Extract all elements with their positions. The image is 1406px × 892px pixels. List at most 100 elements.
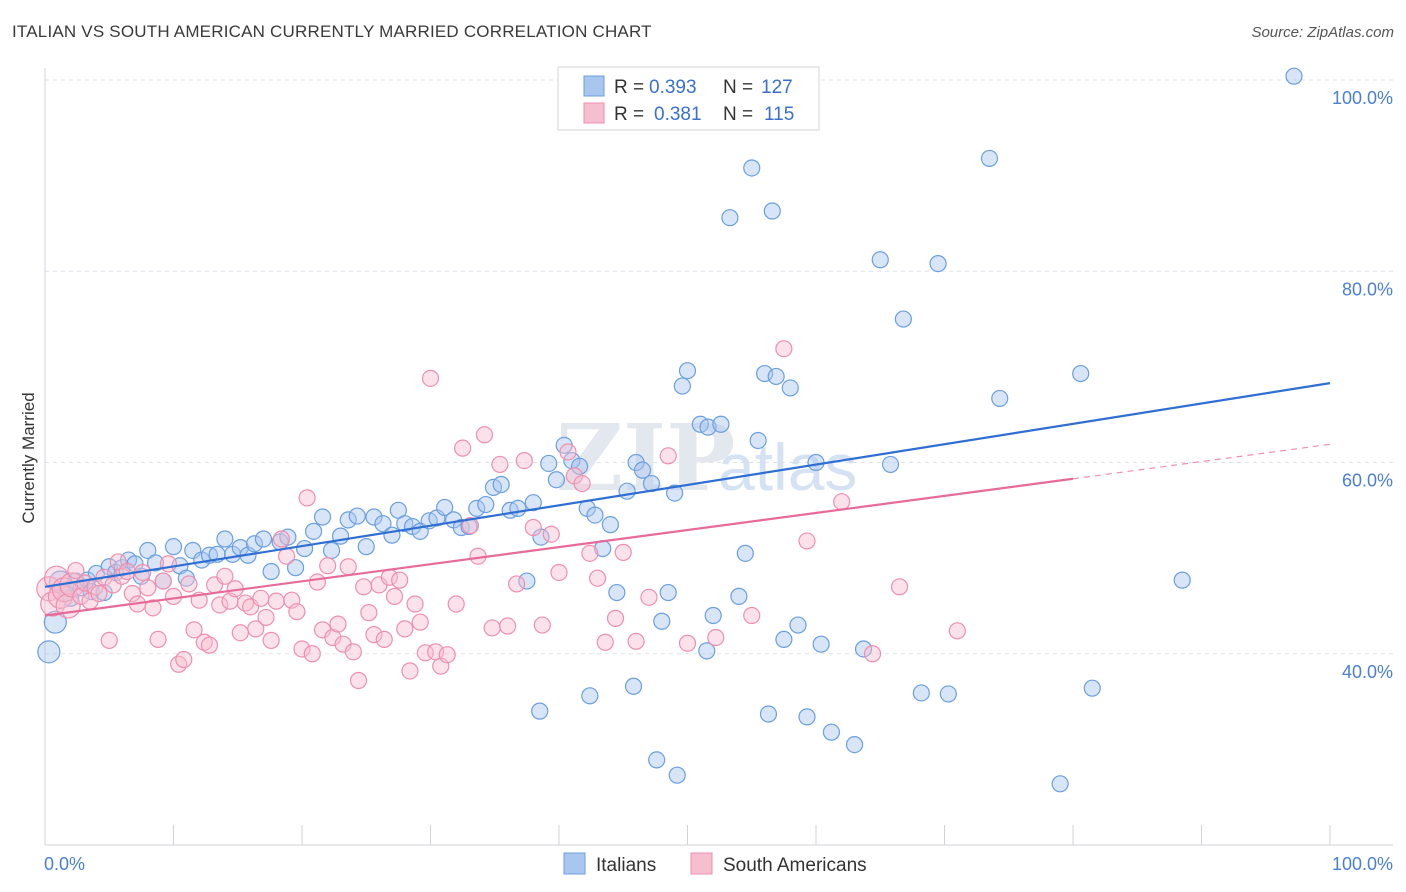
south-americans-point	[627, 632, 645, 650]
south-americans-point	[391, 571, 409, 589]
italians-point	[304, 522, 323, 540]
south-americans-point	[507, 575, 526, 593]
y-tick-label: 80.0%	[1342, 279, 1393, 299]
south-americans-point	[360, 604, 378, 622]
south-americans-trend-extension	[1072, 443, 1331, 480]
italians-point	[633, 461, 652, 479]
italians-point	[648, 751, 666, 769]
south-americans-point	[588, 569, 607, 587]
italians-point	[531, 702, 549, 720]
south-americans-point	[252, 589, 270, 607]
italians-point	[743, 159, 761, 177]
south-americans-point	[195, 633, 213, 651]
italians-point	[254, 530, 273, 548]
italians-point	[313, 508, 332, 526]
italians-point	[146, 554, 165, 572]
south-americans-point	[100, 631, 118, 649]
bottom-legend-swatch-south-americans	[690, 852, 713, 875]
bottom-legend-italians: Italians	[596, 855, 656, 876]
italians-point	[759, 705, 778, 723]
south-americans-point	[267, 592, 285, 610]
south-americans-point	[833, 493, 851, 511]
italians-point	[767, 367, 785, 386]
x-tick-label-max: 100.0%	[1332, 854, 1393, 874]
south-americans-point	[67, 561, 85, 580]
legend-r-value-1: 0.393	[649, 77, 697, 98]
bottom-legend-south-americans: South Americans	[723, 855, 867, 876]
italians-point	[789, 616, 807, 634]
south-americans-point	[447, 595, 465, 613]
legend-n-value-1: 127	[761, 77, 793, 98]
legend-n-label-2: N =	[723, 104, 753, 125]
italians-point	[980, 149, 999, 168]
south-americans-point	[298, 489, 316, 507]
south-americans-point	[293, 640, 311, 658]
south-americans-point	[678, 634, 697, 652]
south-americans-point	[863, 645, 882, 663]
south-americans-point	[257, 608, 275, 627]
italians-point	[608, 583, 626, 602]
south-americans-point	[890, 578, 909, 596]
bottom-legend: Italians South Americans	[563, 852, 867, 876]
italians-point	[624, 677, 643, 695]
italians-point	[666, 484, 684, 502]
south-americans-point	[406, 595, 424, 613]
italians-point	[939, 685, 957, 703]
legend: R = 0.393 N = 127 R = 0.381 N = 115	[557, 66, 820, 131]
italians-point	[492, 475, 510, 494]
south-americans-point	[231, 624, 249, 642]
italians-trend-line	[44, 382, 1331, 588]
legend-swatch-pink	[583, 102, 605, 124]
italians-point	[1285, 67, 1303, 85]
bottom-legend-swatch-italians	[563, 852, 586, 875]
south-americans-point	[118, 562, 136, 581]
italians-point	[365, 508, 383, 526]
watermark: ZIP atlas	[556, 404, 857, 512]
south-americans-point	[515, 451, 533, 470]
south-americans-point	[303, 645, 321, 663]
axes	[44, 68, 1393, 846]
italians-point	[912, 684, 930, 702]
south-americans-point	[798, 532, 816, 550]
south-americans-point	[707, 628, 725, 647]
italians-point	[704, 606, 722, 625]
series-italians	[37, 67, 1303, 793]
italians-point	[540, 454, 558, 473]
italians-point	[348, 507, 366, 525]
italians-point	[698, 642, 716, 660]
south-americans-point	[533, 616, 551, 634]
italians-point	[736, 544, 754, 562]
south-americans-point	[90, 584, 108, 603]
italians-point	[216, 530, 234, 548]
italians-point	[775, 630, 793, 649]
italians-point	[699, 418, 717, 436]
italians-point	[653, 612, 671, 630]
italians-point	[1083, 679, 1101, 697]
italians-point	[730, 587, 748, 605]
south-americans-point	[491, 455, 509, 474]
south-americans-point	[154, 572, 172, 590]
italians-point	[618, 482, 636, 500]
italians-point	[570, 457, 589, 475]
grid-lines	[45, 79, 1393, 655]
italians-point	[374, 515, 392, 533]
trend-lines	[44, 382, 1331, 617]
italians-point	[1072, 364, 1090, 383]
south-americans-point	[355, 578, 373, 596]
italians-point	[881, 455, 900, 474]
south-americans-point	[180, 575, 198, 593]
south-americans-point	[72, 587, 90, 605]
chart-title: ITALIAN VS SOUTH AMERICAN CURRENTLY MARR…	[12, 22, 652, 41]
south-americans-point	[499, 617, 517, 635]
italians-point	[295, 539, 314, 558]
italians-point	[871, 251, 889, 269]
italians-point	[586, 506, 604, 524]
south-americans-point	[319, 557, 337, 575]
south-americans-point	[349, 671, 368, 690]
south-americans-point	[365, 626, 383, 644]
watermark-atlas: atlas	[718, 430, 857, 504]
south-americans-point	[483, 619, 501, 637]
south-americans-point	[775, 340, 793, 358]
south-americans-point	[200, 636, 219, 654]
south-americans-point	[411, 613, 429, 631]
